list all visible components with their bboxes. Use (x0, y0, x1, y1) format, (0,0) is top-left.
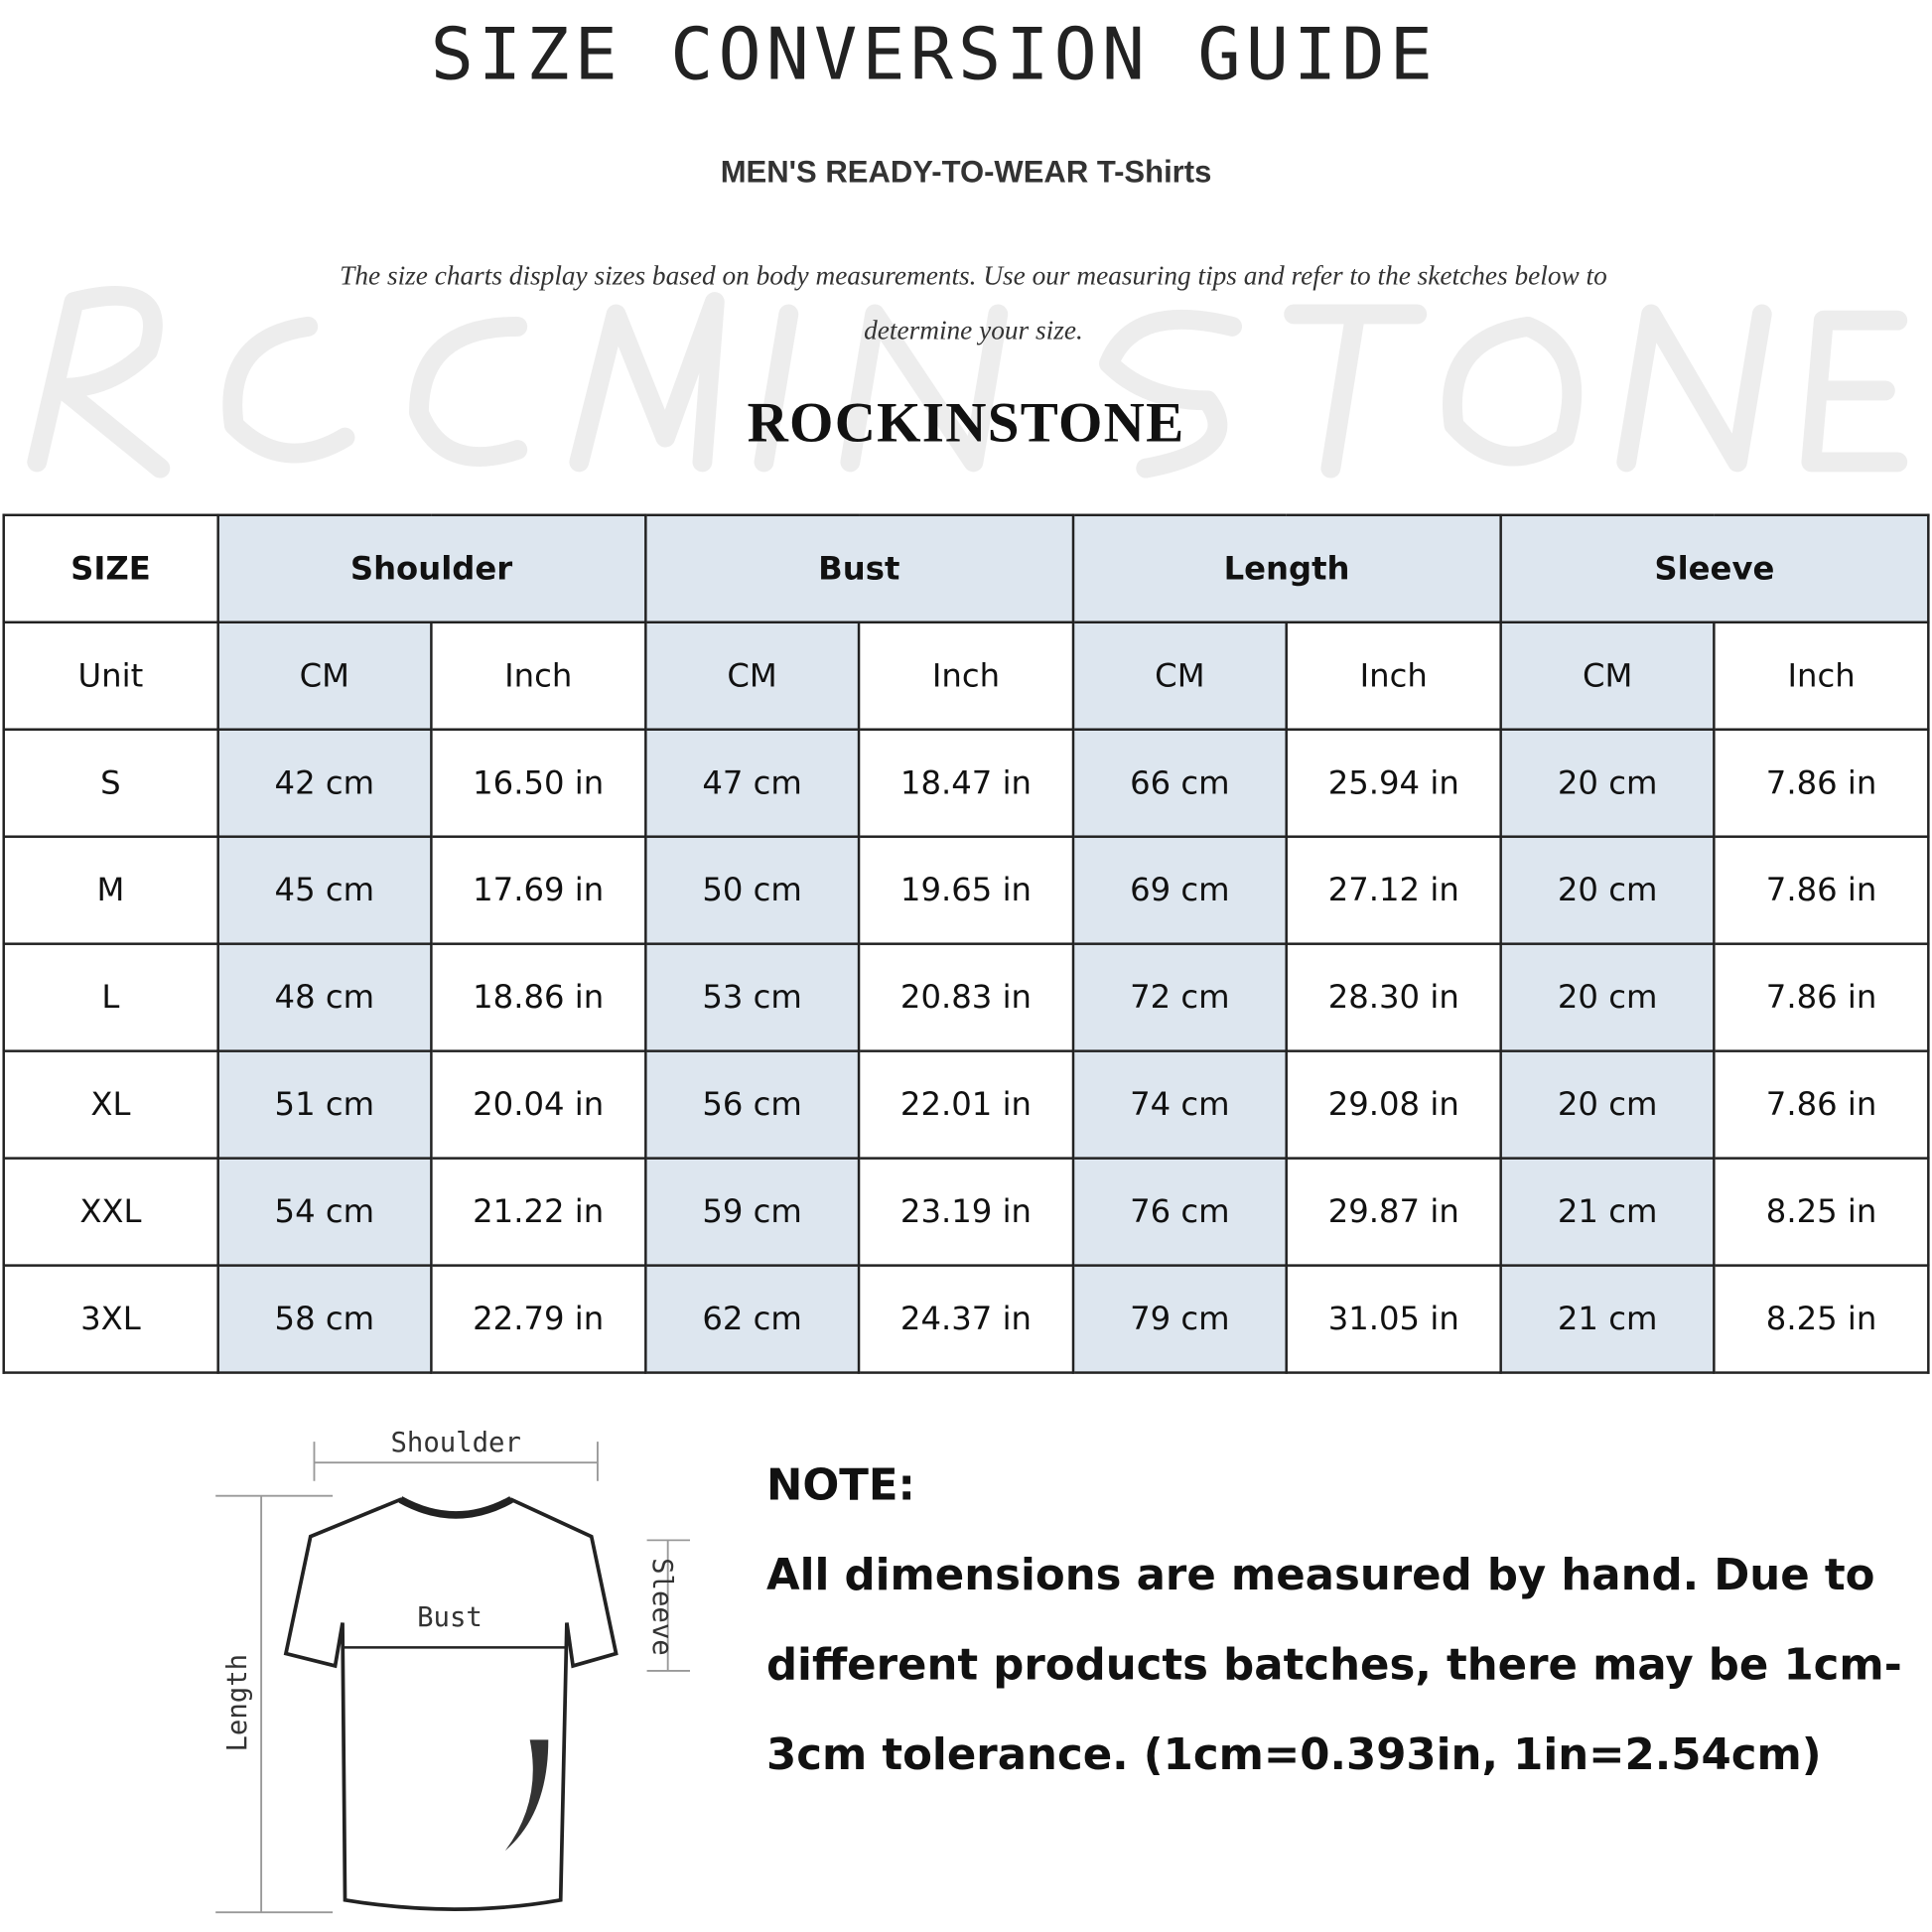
size-cell: XL (2, 1049, 219, 1160)
header-cell: Sleeve (1499, 513, 1930, 623)
unit-row: Unit CM Inch CM Inch CM Inch CM Inch (2, 621, 1930, 731)
value-cell: 28.30 in (1285, 942, 1502, 1052)
value-cell: 76 cm (1071, 1157, 1289, 1267)
sketch-label-length: Length (222, 1654, 253, 1752)
value-cell: 7.86 in (1713, 942, 1930, 1052)
value-cell: 7.86 in (1713, 728, 1930, 838)
value-cell: 21 cm (1499, 1264, 1717, 1374)
value-cell: 27.12 in (1285, 835, 1502, 945)
subtitle: MEN'S READY-TO-WEAR T-Shirts (720, 155, 1212, 191)
value-cell: 16.50 in (430, 728, 647, 838)
value-cell: 62 cm (643, 1264, 861, 1374)
page-title: SIZE CONVERSION GUIDE (430, 12, 1438, 96)
header-row: SIZE Shoulder Bust Length Sleeve (2, 513, 1930, 623)
value-cell: 69 cm (1071, 835, 1289, 945)
size-cell: XXL (2, 1157, 219, 1267)
unit-cell: Inch (430, 621, 647, 731)
unit-cell: CM (1071, 621, 1289, 731)
value-cell: 17.69 in (430, 835, 647, 945)
value-cell: 23.19 in (858, 1157, 1074, 1267)
value-cell: 31.05 in (1285, 1264, 1502, 1374)
value-cell: 7.86 in (1713, 1049, 1930, 1160)
table-row: S 42 cm 16.50 in 47 cm 18.47 in 66 cm 25.94 in… (2, 728, 1930, 838)
value-cell: 59 cm (643, 1157, 861, 1267)
value-cell: 22.79 in (430, 1264, 647, 1374)
value-cell: 25.94 in (1285, 728, 1502, 838)
value-cell: 7.86 in (1713, 835, 1930, 945)
value-cell: 45 cm (215, 835, 433, 945)
value-cell: 20 cm (1499, 1049, 1717, 1160)
unit-cell: Unit (2, 621, 219, 731)
value-cell: 72 cm (1071, 942, 1289, 1052)
unit-cell: CM (215, 621, 433, 731)
value-cell: 20 cm (1499, 835, 1717, 945)
brand-name: ROCKINSTONE (747, 390, 1185, 454)
sketch-label-bust: Bust (417, 1602, 483, 1633)
value-cell: 48 cm (215, 942, 433, 1052)
table-row: M 45 cm 17.69 in 50 cm 19.65 in 69 cm 27.12 in… (2, 835, 1930, 945)
value-cell: 8.25 in (1713, 1264, 1930, 1374)
value-cell: 42 cm (215, 728, 433, 838)
unit-cell: Inch (858, 621, 1074, 731)
value-cell: 18.86 in (430, 942, 647, 1052)
tshirt-sketch: Shoulder Bust Length Sleeve (215, 1428, 691, 1914)
value-cell: 24.37 in (858, 1264, 1074, 1374)
value-cell: 47 cm (643, 728, 861, 838)
note: NOTE: All dimensions are measured by han… (766, 1442, 1912, 1801)
value-cell: 53 cm (643, 942, 861, 1052)
table-row: L 48 cm 18.86 in 53 cm 20.83 in 72 cm 28.30 in… (2, 942, 1930, 1052)
value-cell: 56 cm (643, 1049, 861, 1160)
unit-cell: CM (1499, 621, 1717, 731)
value-cell: 21.22 in (430, 1157, 647, 1267)
sketch-label-sleeve: Sleeve (646, 1558, 677, 1656)
size-cell: S (2, 728, 219, 838)
value-cell: 20 cm (1499, 942, 1717, 1052)
value-cell: 8.25 in (1713, 1157, 1930, 1267)
size-cell: M (2, 835, 219, 945)
intro-text: The size charts display sizes based on b… (340, 259, 1607, 345)
value-cell: 74 cm (1071, 1049, 1289, 1160)
size-cell: 3XL (2, 1264, 219, 1374)
watermark-brush-lettering (27, 285, 1908, 479)
unit-cell: Inch (1713, 621, 1930, 731)
value-cell: 79 cm (1071, 1264, 1289, 1374)
value-cell: 29.08 in (1285, 1049, 1502, 1160)
header-cell: Bust (643, 513, 1074, 623)
note-heading: NOTE: (765, 1460, 915, 1511)
value-cell: 20.83 in (858, 942, 1074, 1052)
header-cell: Length (1071, 513, 1502, 623)
value-cell: 21 cm (1499, 1157, 1717, 1267)
unit-cell: Inch (1285, 621, 1502, 731)
value-cell: 66 cm (1071, 728, 1289, 838)
unit-cell: CM (643, 621, 861, 731)
table-row: XL 51 cm 20.04 in 56 cm 22.01 in 74 cm 29.08 i… (2, 1049, 1930, 1160)
value-cell: 58 cm (215, 1264, 433, 1374)
size-table: SIZE Shoulder Bust Length Sleeve Unit CM I… (2, 513, 1930, 1374)
value-cell: 29.87 in (1285, 1157, 1502, 1267)
value-cell: 51 cm (215, 1049, 433, 1160)
size-cell: L (2, 942, 219, 1052)
table-row: XXL 54 cm 21.22 in 59 cm 23.19 in 76 cm 29.87 … (2, 1157, 1930, 1267)
header-cell: Shoulder (215, 513, 647, 623)
value-cell: 20.04 in (430, 1049, 647, 1160)
value-cell: 54 cm (215, 1157, 433, 1267)
note-text: All dimensions are measured by hand. Due… (765, 1551, 1902, 1781)
value-cell: 22.01 in (858, 1049, 1074, 1160)
value-cell: 20 cm (1499, 728, 1717, 838)
value-cell: 18.47 in (858, 728, 1074, 838)
value-cell: 19.65 in (858, 835, 1074, 945)
header-cell: SIZE (2, 513, 219, 623)
table-row: 3XL 58 cm 22.79 in 62 cm 24.37 in 79 cm 31.05 … (2, 1264, 1930, 1374)
sketch-label-shoulder: Shoulder (390, 1428, 520, 1458)
value-cell: 50 cm (643, 835, 861, 945)
